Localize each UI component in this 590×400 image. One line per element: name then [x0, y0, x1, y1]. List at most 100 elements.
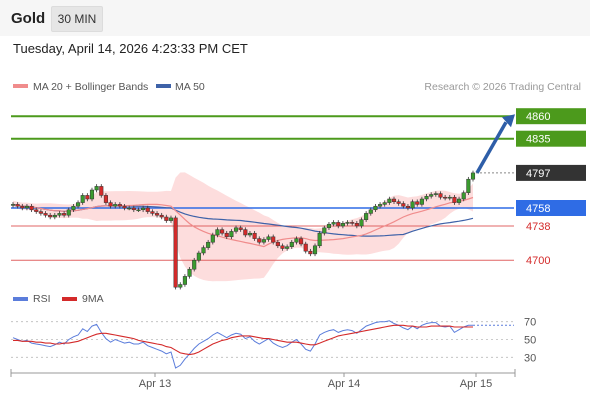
ma50-legend-label: MA 50 — [175, 81, 205, 93]
rsi-ma-legend-swatch — [62, 297, 77, 301]
candle-body — [164, 216, 169, 221]
level-label-4738: 4738 — [526, 221, 550, 233]
x-tick-label: Apr 15 — [460, 378, 492, 390]
candle-body — [340, 223, 345, 227]
candle-body — [52, 214, 57, 218]
candle-body — [345, 222, 350, 224]
level-tag-4835 — [516, 130, 586, 147]
candle-body — [433, 193, 438, 195]
level-label-4700: 4700 — [526, 255, 550, 267]
candle-body — [117, 204, 122, 207]
candle-body — [322, 227, 327, 234]
instrument-title: Gold — [11, 10, 46, 27]
candle-body — [131, 207, 136, 211]
rsi-ma-legend-label: 9MA — [82, 293, 104, 305]
level-tag-text-4797: 4797 — [526, 168, 550, 180]
ma20-legend-label: MA 20 + Bollinger Bands — [33, 81, 148, 93]
x-tick-label: Apr 13 — [139, 378, 171, 390]
level-tag-4860 — [516, 108, 586, 125]
candle-body — [452, 196, 457, 203]
timestamp: Tuesday, April 14, 2026 4:23:33 PM CET — [13, 41, 248, 56]
candle-body — [80, 195, 85, 203]
top-bar: Gold 30 MIN — [0, 0, 590, 36]
rsi-ma-line — [13, 324, 473, 356]
level-tag-4797 — [516, 164, 586, 181]
ma50-legend-swatch — [156, 84, 171, 88]
candle-body — [99, 186, 104, 196]
candle-body — [94, 186, 99, 191]
candle-body — [71, 205, 76, 211]
source-credit: Research © 2026 Trading Central — [424, 81, 581, 93]
x-tick-label: Apr 14 — [328, 378, 360, 390]
candle-body — [350, 222, 355, 224]
candle-body — [252, 232, 257, 239]
candle-body — [136, 209, 141, 212]
candle-body — [154, 213, 160, 216]
candle-body — [466, 178, 471, 193]
rsi-tick-label: 70 — [524, 317, 536, 329]
candle-body — [391, 198, 397, 202]
candle-body — [29, 205, 34, 211]
candle-body — [38, 211, 43, 214]
candle-body — [145, 207, 150, 212]
candle-body — [470, 172, 476, 180]
candle-body — [331, 222, 336, 225]
candle-body — [438, 193, 443, 198]
candle-body — [224, 232, 229, 238]
candle-body — [243, 229, 248, 236]
candle-body — [57, 213, 62, 216]
candle-body — [178, 284, 183, 288]
candle-body — [285, 246, 290, 249]
candle-body — [206, 241, 211, 248]
candle-body — [382, 202, 387, 205]
candle-body — [387, 198, 392, 203]
rsi-line — [12, 320, 473, 369]
candle-body — [113, 204, 118, 207]
candle-body — [108, 202, 113, 207]
rsi-tick-label: 30 — [524, 352, 536, 364]
rsi-tick-label: 50 — [524, 335, 536, 347]
candle-body — [122, 205, 127, 209]
candle-body — [229, 231, 234, 238]
candle-body — [89, 189, 95, 200]
candle-body — [447, 196, 452, 199]
level-tag-4758 — [516, 200, 586, 216]
level-tag-text-4835: 4835 — [526, 134, 550, 146]
candle-body — [103, 195, 108, 203]
target-arrow-head — [502, 114, 515, 128]
candle-body — [210, 234, 215, 243]
candle-body — [238, 227, 243, 230]
candle-body — [233, 227, 239, 232]
candle-body — [173, 217, 178, 288]
candle-body — [294, 238, 299, 243]
candle-body — [261, 239, 266, 243]
candle-body — [34, 209, 39, 212]
candle-body — [182, 276, 187, 285]
candle-body — [373, 205, 378, 211]
timeframe-button[interactable]: 30 MIN — [51, 6, 103, 32]
candle-body — [220, 229, 225, 234]
candle-body — [257, 238, 262, 243]
candle-body — [424, 196, 429, 200]
candle-body — [62, 213, 67, 216]
candle-body — [326, 223, 332, 229]
candle-body — [247, 232, 253, 236]
bollinger-bands — [13, 172, 473, 282]
candle-body — [215, 229, 220, 236]
candle-body — [364, 213, 369, 220]
candle-body — [401, 203, 406, 207]
candle-body — [419, 198, 424, 205]
candle-body — [275, 241, 280, 247]
candle-body — [457, 198, 462, 203]
rsi-legend-swatch — [13, 297, 28, 301]
candle-body — [303, 243, 308, 252]
candle-body — [192, 259, 197, 270]
candle-body — [141, 207, 146, 211]
candle-body — [187, 268, 192, 277]
candle-body — [10, 204, 16, 206]
candle-body — [461, 192, 466, 200]
candle-body — [196, 252, 201, 261]
candle-body — [299, 238, 304, 245]
candle-body — [24, 205, 29, 209]
